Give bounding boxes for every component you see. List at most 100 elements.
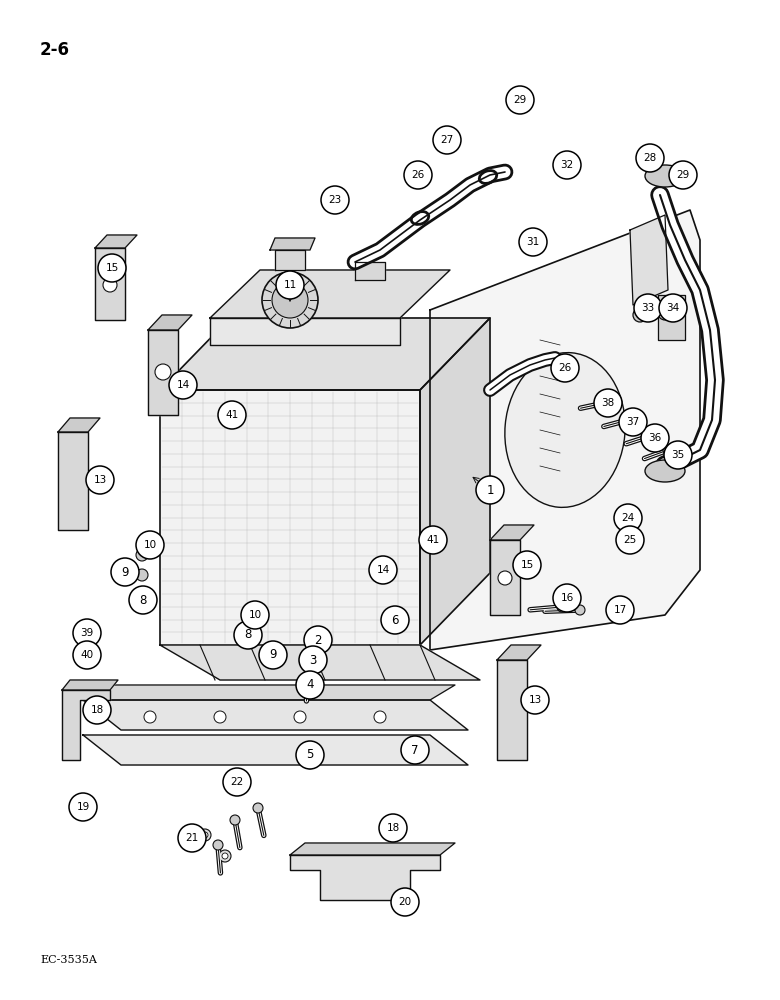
Circle shape <box>136 549 148 561</box>
Text: 9: 9 <box>121 566 129 578</box>
Circle shape <box>519 228 547 256</box>
Circle shape <box>303 678 313 688</box>
Circle shape <box>623 415 633 425</box>
Polygon shape <box>403 738 427 762</box>
Text: 4: 4 <box>307 678 314 692</box>
Circle shape <box>218 401 246 429</box>
Circle shape <box>219 850 231 862</box>
Circle shape <box>253 803 263 813</box>
Text: 33: 33 <box>641 303 654 313</box>
Ellipse shape <box>645 460 685 482</box>
Circle shape <box>659 294 687 322</box>
Polygon shape <box>160 318 490 390</box>
Circle shape <box>498 571 512 585</box>
Text: 29: 29 <box>676 170 690 180</box>
Text: 18: 18 <box>386 823 399 833</box>
Polygon shape <box>658 295 685 340</box>
Text: 14: 14 <box>176 380 190 390</box>
Text: EC-3535A: EC-3535A <box>40 955 97 965</box>
Polygon shape <box>160 390 420 645</box>
Polygon shape <box>95 248 125 320</box>
Text: 32: 32 <box>560 160 573 170</box>
Circle shape <box>272 282 308 318</box>
Circle shape <box>401 736 429 764</box>
Polygon shape <box>62 690 110 760</box>
Text: 40: 40 <box>80 650 94 660</box>
Text: 26: 26 <box>411 170 424 180</box>
Text: 8: 8 <box>140 593 147 606</box>
Circle shape <box>294 711 306 723</box>
Text: 34: 34 <box>666 303 679 313</box>
Circle shape <box>658 306 672 320</box>
Circle shape <box>136 531 164 559</box>
Circle shape <box>299 646 327 674</box>
Circle shape <box>73 619 101 647</box>
Polygon shape <box>270 238 315 250</box>
Circle shape <box>521 686 549 714</box>
Text: 19: 19 <box>76 802 90 812</box>
Circle shape <box>310 635 320 645</box>
Text: 29: 29 <box>513 95 526 105</box>
Circle shape <box>636 144 664 172</box>
Text: 13: 13 <box>94 475 107 485</box>
Polygon shape <box>58 432 88 530</box>
Circle shape <box>111 558 139 586</box>
Circle shape <box>633 308 647 322</box>
Circle shape <box>259 641 287 669</box>
Circle shape <box>374 711 386 723</box>
Polygon shape <box>160 645 480 680</box>
Circle shape <box>230 815 240 825</box>
Circle shape <box>369 556 397 584</box>
Text: 14: 14 <box>377 565 390 575</box>
Text: 2: 2 <box>314 634 321 647</box>
Text: 11: 11 <box>283 280 296 290</box>
Circle shape <box>645 431 655 441</box>
Polygon shape <box>490 525 534 540</box>
Circle shape <box>69 793 97 821</box>
Polygon shape <box>210 318 400 345</box>
Circle shape <box>384 612 400 628</box>
Circle shape <box>262 272 318 328</box>
Circle shape <box>663 445 673 455</box>
Circle shape <box>199 829 211 841</box>
Circle shape <box>391 888 419 916</box>
Text: 36: 36 <box>648 433 661 443</box>
Circle shape <box>381 606 409 634</box>
Circle shape <box>600 398 610 408</box>
Polygon shape <box>148 330 178 415</box>
Circle shape <box>296 741 324 769</box>
Text: 21: 21 <box>186 833 199 843</box>
Polygon shape <box>290 843 455 855</box>
Circle shape <box>136 569 148 581</box>
Text: 18: 18 <box>90 705 104 715</box>
Polygon shape <box>58 418 100 432</box>
Circle shape <box>476 476 504 504</box>
Circle shape <box>594 389 622 417</box>
Text: 10: 10 <box>144 540 157 550</box>
Circle shape <box>553 151 581 179</box>
Polygon shape <box>210 270 450 318</box>
Circle shape <box>223 768 251 796</box>
Polygon shape <box>630 215 668 305</box>
Circle shape <box>103 278 117 292</box>
Circle shape <box>129 586 157 614</box>
Circle shape <box>557 602 567 612</box>
Text: 15: 15 <box>520 560 534 570</box>
Circle shape <box>98 254 126 282</box>
Polygon shape <box>355 262 385 280</box>
Circle shape <box>669 161 697 189</box>
Text: 23: 23 <box>328 195 342 205</box>
Polygon shape <box>148 315 192 330</box>
Circle shape <box>419 526 447 554</box>
Ellipse shape <box>505 353 625 507</box>
Circle shape <box>634 294 662 322</box>
Circle shape <box>616 526 644 554</box>
Polygon shape <box>83 700 468 730</box>
Text: 28: 28 <box>644 153 657 163</box>
Circle shape <box>202 832 208 838</box>
Text: 25: 25 <box>623 535 636 545</box>
Text: 22: 22 <box>230 777 243 787</box>
Circle shape <box>619 408 647 436</box>
Circle shape <box>404 161 432 189</box>
Polygon shape <box>298 745 322 769</box>
